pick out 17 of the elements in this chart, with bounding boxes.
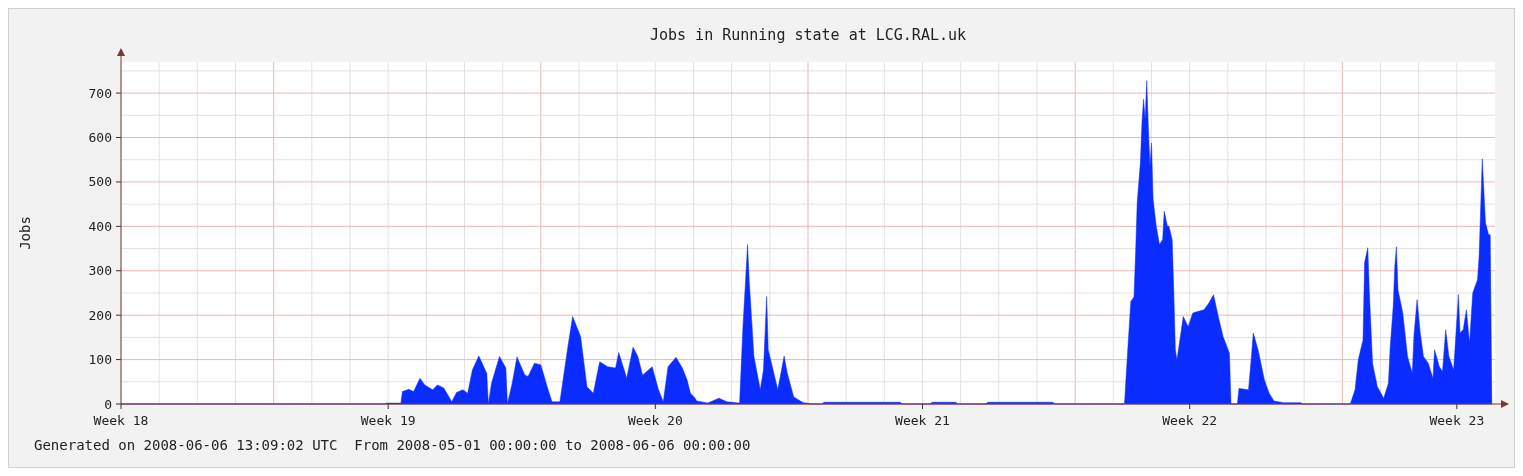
x-tick-label: Week 21	[895, 413, 950, 428]
chart-title: Jobs in Running state at LCG.RAL.uk	[649, 26, 967, 44]
y-tick-label: 600	[88, 130, 112, 146]
x-tick-label: Week 19	[360, 413, 416, 428]
text: Generated on 2008-06-06 13:09:02 UTC From 2008-05-01 00:00:00 to 2008-06-06 00:00:00	[34, 437, 751, 453]
x-tick-label: Week 22	[1162, 413, 1218, 428]
y-tick-label: 400	[88, 218, 112, 234]
y-tick-label: 100	[88, 352, 112, 368]
x-tick-label: Week 23	[1429, 413, 1485, 428]
y-tick-label: 0	[104, 396, 112, 412]
y-tick-label: 700	[88, 85, 112, 101]
y-tick-label: 500	[88, 174, 112, 190]
x-tick-label: Week 18	[93, 413, 149, 428]
x-tick-label: Week 20	[627, 413, 683, 428]
y-tick-label: 200	[88, 307, 112, 323]
y-axis-title: Jobs	[17, 216, 33, 250]
y-tick-label: 300	[88, 263, 112, 279]
